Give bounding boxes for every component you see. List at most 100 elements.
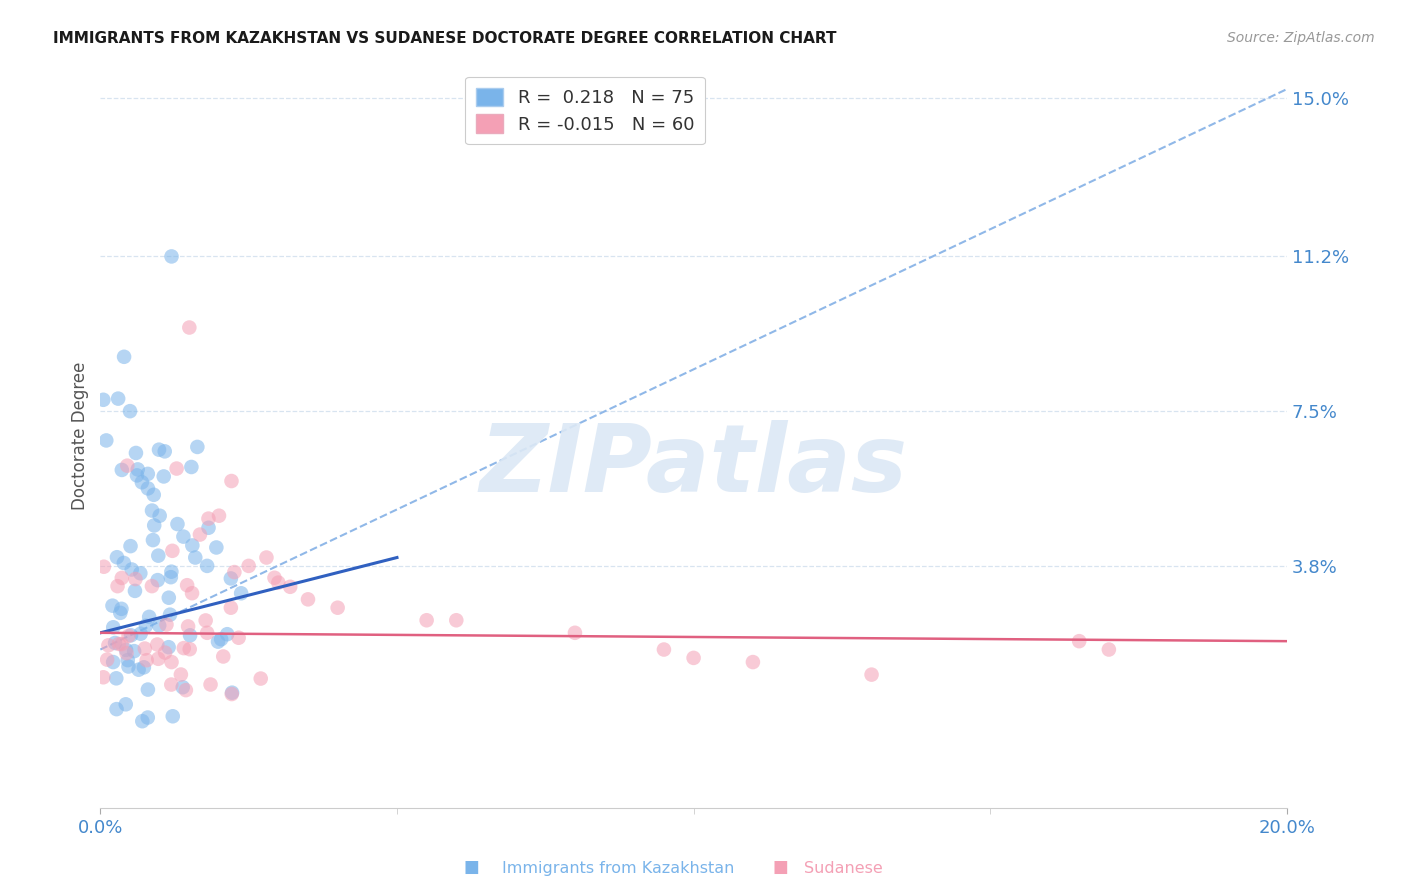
Point — [162, 709, 184, 723]
Point — [267, 575, 290, 590]
Point — [148, 549, 170, 563]
Point — [135, 619, 157, 633]
Point — [141, 579, 163, 593]
Point — [117, 458, 139, 473]
Point — [162, 544, 184, 558]
Point — [181, 586, 204, 600]
Point — [170, 667, 193, 681]
Point — [231, 586, 253, 600]
Point — [148, 652, 170, 666]
Point — [115, 643, 138, 657]
Legend: R =  0.218   N = 75, R = -0.015   N = 60: R = 0.218 N = 75, R = -0.015 N = 60 — [465, 77, 704, 145]
Point — [101, 655, 124, 669]
Point — [153, 646, 176, 660]
Point — [652, 642, 675, 657]
Point — [153, 444, 176, 458]
Point — [180, 460, 202, 475]
Point — [132, 660, 155, 674]
Point — [179, 628, 201, 642]
Point — [146, 573, 169, 587]
Point — [166, 461, 188, 475]
Y-axis label: Doctorate Degree: Doctorate Degree — [72, 362, 89, 510]
Text: IMMIGRANTS FROM KAZAKHSTAN VS SUDANESE DOCTORATE DEGREE CORRELATION CHART: IMMIGRANTS FROM KAZAKHSTAN VS SUDANESE D… — [53, 31, 837, 46]
Point — [114, 698, 136, 712]
Point — [415, 613, 437, 627]
Point — [125, 468, 148, 483]
Point — [129, 626, 152, 640]
Point — [219, 600, 242, 615]
Point — [120, 539, 142, 553]
Point — [221, 686, 243, 700]
Point — [1069, 634, 1091, 648]
Point — [174, 683, 197, 698]
Point — [166, 517, 188, 532]
Point — [143, 518, 166, 533]
Point — [446, 613, 468, 627]
Point — [682, 651, 704, 665]
Point — [179, 642, 201, 657]
Point — [117, 653, 139, 667]
Text: Source: ZipAtlas.com: Source: ZipAtlas.com — [1227, 31, 1375, 45]
Point — [172, 530, 194, 544]
Point — [209, 632, 232, 647]
Point — [256, 550, 278, 565]
Point — [197, 511, 219, 525]
Point — [217, 627, 239, 641]
Point — [159, 607, 181, 622]
Point — [219, 571, 242, 585]
Point — [212, 649, 235, 664]
Point — [131, 475, 153, 490]
Point — [157, 591, 180, 605]
Point — [142, 533, 165, 547]
Point — [148, 618, 170, 632]
Text: ■: ■ — [772, 858, 789, 876]
Point — [176, 578, 198, 592]
Point — [160, 565, 183, 579]
Point — [157, 640, 180, 655]
Point — [184, 550, 207, 565]
Point — [117, 659, 139, 673]
Point — [93, 559, 115, 574]
Point — [138, 610, 160, 624]
Point — [148, 442, 170, 457]
Point — [179, 320, 201, 334]
Point — [104, 636, 127, 650]
Point — [101, 599, 124, 613]
Point — [146, 638, 169, 652]
Point — [149, 508, 172, 523]
Point — [96, 434, 118, 448]
Point — [173, 641, 195, 656]
Point — [742, 655, 765, 669]
Point — [249, 672, 271, 686]
Point — [188, 527, 211, 541]
Point — [195, 625, 218, 640]
Point — [125, 446, 148, 460]
Point — [278, 580, 301, 594]
Point — [172, 680, 194, 694]
Point — [135, 653, 157, 667]
Point — [238, 558, 260, 573]
Point — [221, 687, 243, 701]
Point — [124, 583, 146, 598]
Point — [142, 488, 165, 502]
Point — [263, 571, 285, 585]
Point — [141, 503, 163, 517]
Point — [111, 571, 134, 585]
Point — [115, 646, 138, 660]
Point — [860, 667, 883, 681]
Point — [97, 638, 120, 652]
Point — [564, 625, 586, 640]
Point — [194, 614, 217, 628]
Point — [136, 682, 159, 697]
Point — [91, 392, 114, 407]
Point — [228, 631, 250, 645]
Point — [127, 462, 149, 476]
Point — [160, 249, 183, 263]
Point — [112, 350, 135, 364]
Point — [134, 641, 156, 656]
Point — [111, 637, 134, 651]
Point — [111, 463, 134, 477]
Point — [155, 617, 177, 632]
Point — [91, 670, 114, 684]
Point — [103, 620, 125, 634]
